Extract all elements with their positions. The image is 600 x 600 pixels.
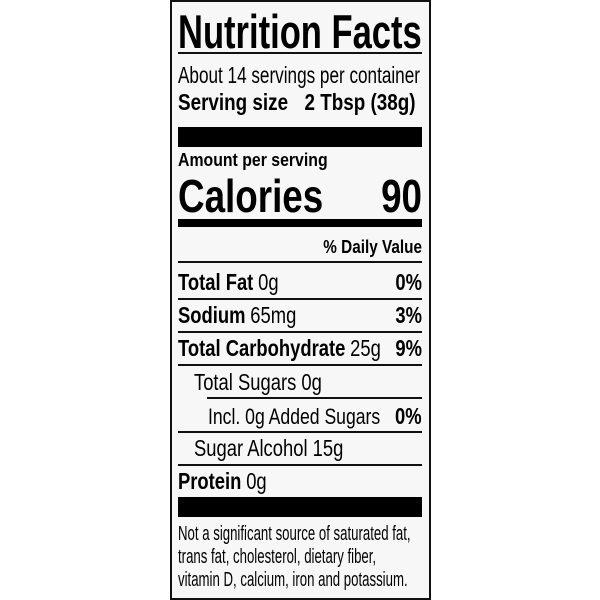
divider: [178, 364, 422, 366]
servings-per-container: About 14 servings per container: [178, 62, 420, 88]
nutrient-dv: 0%: [395, 403, 422, 429]
nutrient-dv: 0%: [395, 269, 422, 295]
medium-divider: [178, 219, 422, 227]
footnote-line: trans fat, cholesterol, dietary fiber,: [178, 546, 377, 568]
label-title: Nutrition Facts: [178, 5, 422, 58]
footnote-line: vitamin D, calcium, iron and potassium.: [178, 569, 408, 591]
divider: [178, 431, 422, 433]
nutrient-amount: 25g: [350, 335, 381, 361]
divider: [178, 298, 422, 300]
nutrient-name: Protein: [178, 468, 242, 494]
nutrient-amount: 65mg: [250, 302, 297, 328]
nutrient-name: Incl. 0g Added Sugars: [208, 404, 381, 429]
nutrient-row-added-sugars: Incl. 0g Added Sugars 0%: [208, 405, 422, 428]
thick-divider: [178, 127, 422, 147]
divider: [178, 52, 422, 54]
nutrient-name: Total Fat: [178, 269, 254, 295]
divider: [178, 331, 422, 333]
calories-value: 90: [381, 170, 422, 222]
nutrient-row-total-carbohydrate: Total Carbohydrate 25g 9%: [178, 337, 422, 360]
nutrient-row-total-sugars: Total Sugars 0g: [194, 369, 322, 395]
divider: [178, 464, 422, 466]
nutrient-amount: 0g: [258, 269, 279, 295]
divider: [178, 261, 422, 263]
divider: [207, 397, 422, 399]
nutrient-dv: 3%: [395, 302, 422, 328]
thick-divider: [178, 497, 422, 517]
nutrient-name: Total Carbohydrate: [178, 335, 346, 361]
nutrient-dv: 9%: [395, 335, 422, 361]
calories-label: Calories: [178, 170, 324, 222]
amount-per-serving: Amount per serving: [178, 150, 328, 170]
serving-size-label: Serving size: [178, 89, 289, 115]
nutrient-row-sodium: Sodium 65mg 3%: [178, 304, 422, 327]
nutrient-row-sugar-alcohol: Sugar Alcohol 15g: [194, 435, 344, 461]
daily-value-header: % Daily Value: [323, 237, 422, 257]
nutrient-row-total-fat: Total Fat 0g 0%: [178, 271, 422, 294]
footnote-line: Not a significant source of saturated fa…: [178, 523, 411, 545]
serving-size-value: 2 Tbsp (38g): [304, 89, 416, 115]
nutrient-amount: 0g: [246, 468, 267, 494]
nutrient-name: Sodium: [178, 302, 246, 328]
nutrient-row-protein: Protein 0g: [178, 470, 422, 493]
